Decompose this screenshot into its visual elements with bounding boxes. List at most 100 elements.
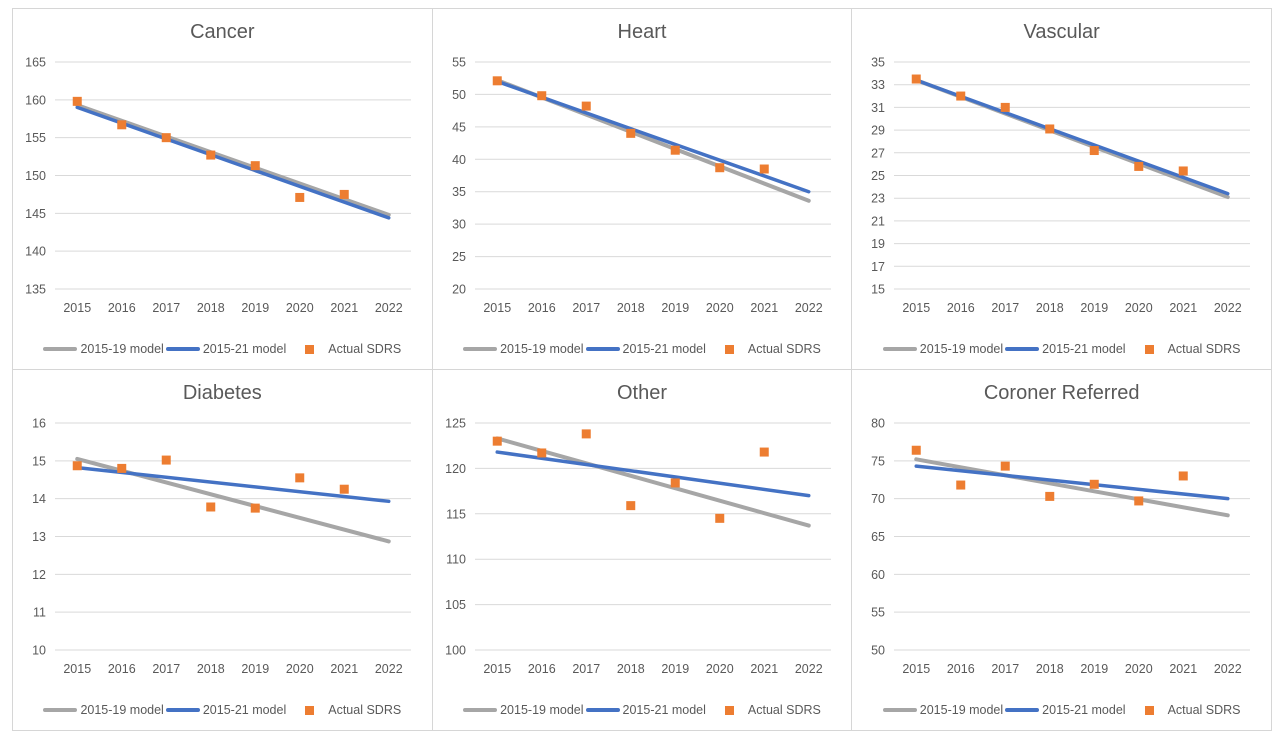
actual-sdrs-marker <box>759 447 769 457</box>
charts-grid: Cancer 135 140 145 150 155 160 165 2015 2016 2017 2… <box>12 8 1272 731</box>
legend-square-swatch-icon <box>724 705 734 715</box>
legend-label: Actual SDRS <box>1167 703 1241 717</box>
legend-line-swatch-icon <box>1005 708 1040 712</box>
legend: 2015-19 model 2015-21 model Actual SDRS <box>433 698 852 722</box>
trend-line-2015-21-model <box>495 79 811 194</box>
y-tick-label: 29 <box>871 124 885 138</box>
x-tick-label: 2020 <box>706 662 734 676</box>
legend-label: 2015-21 model <box>622 342 706 356</box>
legend-line-swatch-icon <box>43 347 78 351</box>
legend-line-swatch-icon <box>165 347 200 351</box>
x-tick-label: 2021 <box>1170 662 1198 676</box>
chart-panel-vascular: Vascular 15 17 19 21 23 25 27 29 31 33 35 2015 2016 20… <box>852 9 1271 369</box>
x-tick-label: 2019 <box>1081 301 1109 315</box>
x-tick-label: 2016 <box>528 301 556 315</box>
x-tick-label: 2020 <box>1125 301 1153 315</box>
actual-sdrs-marker <box>1001 461 1011 471</box>
legend-item-2015-19-model: 2015-19 model <box>882 342 1004 356</box>
legend-label: 2015-21 model <box>202 342 287 356</box>
trend-line-2015-21-model <box>495 450 811 498</box>
legend-label: 2015-21 model <box>1042 703 1126 717</box>
legend-square-swatch-icon <box>305 705 315 715</box>
plot-area: 10 11 12 13 14 15 16 2015 2016 2017 2018 2019 2020 20… <box>32 417 411 676</box>
y-tick-label: 23 <box>871 192 885 206</box>
actual-sdrs-marker <box>670 478 680 488</box>
x-tick-label: 2015 <box>483 662 511 676</box>
x-tick-label: 2020 <box>286 662 314 676</box>
y-tick-label: 13 <box>32 530 46 544</box>
y-tick-label: 75 <box>871 454 885 468</box>
legend-label: 2015-19 model <box>919 342 1004 356</box>
y-tick-label: 27 <box>871 146 885 160</box>
actual-sdrs-marker <box>250 161 260 171</box>
x-tick-label: 2016 <box>108 301 136 315</box>
actual-sdrs-marker <box>72 96 82 106</box>
actual-sdrs-marker <box>956 480 966 490</box>
actual-sdrs-marker <box>492 436 502 446</box>
legend-item-2015-21-model: 2015-21 model <box>585 703 706 717</box>
y-tick-label: 25 <box>452 250 466 264</box>
x-tick-label: 2016 <box>528 662 556 676</box>
actual-sdrs-marker <box>72 461 82 471</box>
x-tick-label: 2021 <box>750 662 778 676</box>
trend-line-2015-21-model <box>75 465 391 504</box>
legend-item-2015-21-model: 2015-21 model <box>1005 703 1126 717</box>
chart-title: Vascular <box>1023 21 1100 43</box>
x-tick-label: 2018 <box>617 662 645 676</box>
legend-item-2015-21-model: 2015-21 model <box>165 703 286 717</box>
x-tick-label: 2022 <box>375 301 403 315</box>
y-tick-label: 150 <box>25 169 46 183</box>
legend-item-actual-sdrs: Actual SDRS <box>305 342 401 356</box>
actual-sdrs-marker <box>581 429 591 439</box>
y-tick-label: 165 <box>25 56 46 70</box>
actual-sdrs-marker <box>1045 124 1055 134</box>
trend-line-2015-21-model <box>75 105 391 220</box>
legend-label: 2015-19 model <box>80 703 164 717</box>
x-tick-label: 2018 <box>197 662 225 676</box>
actual-sdrs-marker <box>714 163 724 173</box>
legend-item-2015-21-model: 2015-21 model <box>585 342 706 356</box>
x-tick-label: 2015 <box>903 301 931 315</box>
x-tick-label: 2021 <box>750 301 778 315</box>
x-tick-label: 2022 <box>375 662 403 676</box>
y-tick-label: 20 <box>452 283 466 297</box>
y-tick-label: 65 <box>871 530 885 544</box>
legend-line-swatch-icon <box>165 708 200 712</box>
legend-line-swatch-icon <box>463 347 498 351</box>
y-tick-label: 17 <box>871 260 885 274</box>
actual-sdrs-marker <box>581 101 591 111</box>
legend-line-swatch-icon <box>463 708 498 712</box>
x-tick-label: 2016 <box>947 301 975 315</box>
legend-item-actual-sdrs: Actual SDRS <box>305 703 401 717</box>
y-tick-label: 140 <box>25 245 46 259</box>
x-tick-label: 2015 <box>903 662 931 676</box>
actual-sdrs-marker <box>625 501 635 511</box>
y-tick-label: 100 <box>445 644 466 658</box>
actual-sdrs-marker <box>536 448 546 458</box>
y-tick-label: 12 <box>32 568 46 582</box>
x-tick-label: 2021 <box>330 301 358 315</box>
actual-sdrs-marker <box>1090 146 1100 156</box>
x-tick-label: 2019 <box>661 662 689 676</box>
x-tick-label: 2018 <box>1036 301 1064 315</box>
actual-sdrs-marker <box>117 120 127 130</box>
y-tick-label: 45 <box>452 120 466 134</box>
y-tick-label: 31 <box>871 101 885 115</box>
actual-sdrs-marker <box>1045 491 1055 501</box>
y-tick-label: 125 <box>445 417 466 431</box>
x-tick-label: 2019 <box>241 662 269 676</box>
plot-area: 135 140 145 150 155 160 165 2015 2016 2017 2018 201… <box>25 56 411 315</box>
y-tick-label: 80 <box>871 417 885 431</box>
chart-panel-diabetes: Diabetes 10 11 12 13 14 15 16 2015 2016 2017 2018 20… <box>13 370 432 730</box>
plot-area: 15 17 19 21 23 25 27 29 31 33 35 2015 2016 2017 2018 20… <box>871 56 1251 315</box>
x-tick-label: 2017 <box>152 301 180 315</box>
legend-label: 2015-19 model <box>80 342 164 356</box>
x-tick-label: 2017 <box>992 301 1020 315</box>
trend-line-2015-19-model <box>75 103 391 217</box>
plot-area: 20 25 30 35 40 45 50 55 2015 2016 2017 2018 2019 2020… <box>452 56 831 315</box>
legend-label: Actual SDRS <box>747 342 821 356</box>
x-tick-label: 2018 <box>197 301 225 315</box>
legend-square-swatch-icon <box>1144 344 1154 354</box>
plot-area: 100 105 110 115 120 125 2015 2016 2017 2018 2019 20… <box>445 417 831 676</box>
x-tick-label: 2021 <box>330 662 358 676</box>
